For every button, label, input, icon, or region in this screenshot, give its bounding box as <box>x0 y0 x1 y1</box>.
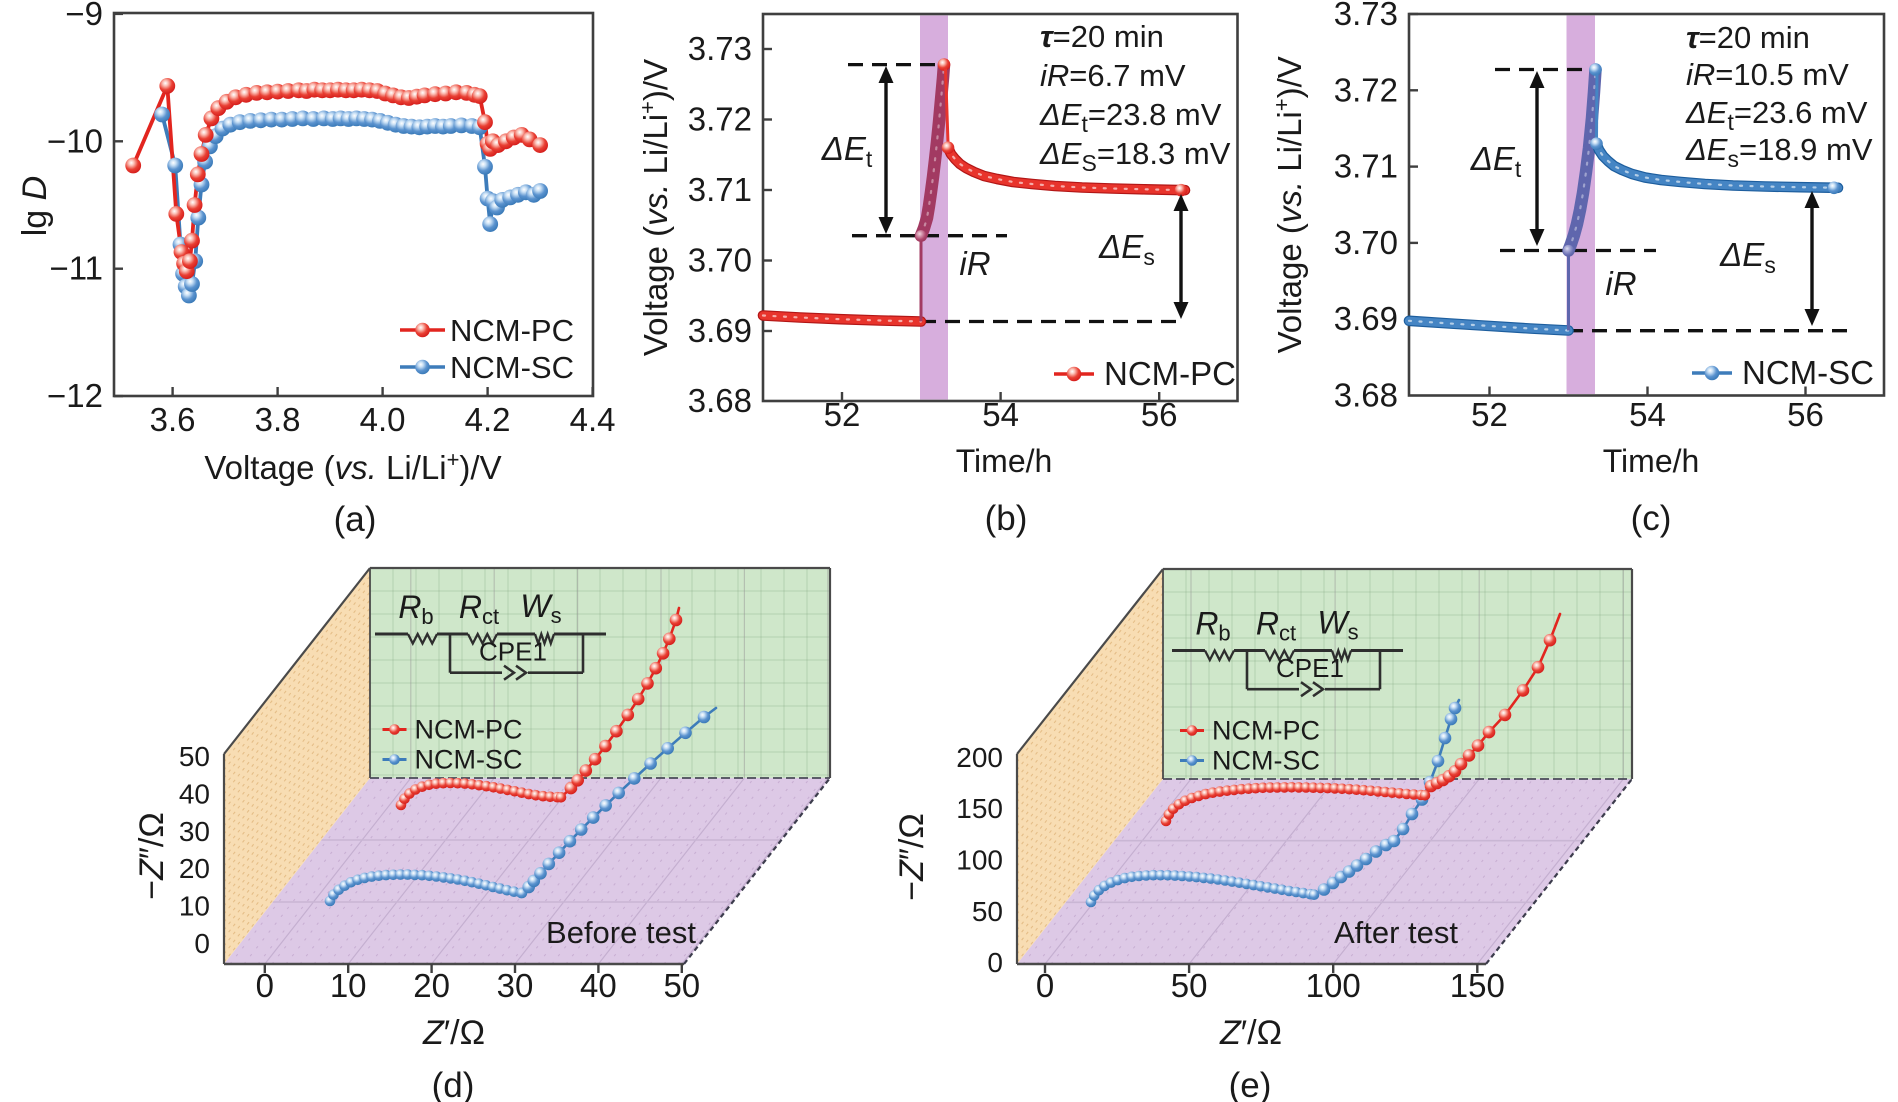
svg-text:10: 10 <box>179 891 210 922</box>
svg-text:τ=20 min: τ=20 min <box>1040 19 1164 54</box>
svg-text:(e): (e) <box>1229 1066 1272 1102</box>
svg-text:Rb: Rb <box>398 589 433 629</box>
svg-text:ΔEt: ΔEt <box>1470 140 1522 182</box>
svg-text:(c): (c) <box>1631 499 1672 538</box>
svg-text:30: 30 <box>497 967 534 1004</box>
svg-text:iR=10.5 mV: iR=10.5 mV <box>1686 57 1849 92</box>
svg-text:40: 40 <box>179 778 210 809</box>
svg-text:3.6: 3.6 <box>150 401 196 438</box>
svg-text:0: 0 <box>256 967 274 1004</box>
svg-text:−Z″/Ω: −Z″/Ω <box>133 812 171 900</box>
svg-text:40: 40 <box>580 967 617 1004</box>
svg-text:0: 0 <box>194 928 210 959</box>
svg-text:(d): (d) <box>432 1066 475 1102</box>
svg-text:NCM-PC: NCM-PC <box>1104 355 1236 392</box>
svg-text:50: 50 <box>972 896 1003 927</box>
svg-text:(a): (a) <box>334 500 377 539</box>
svg-text:150: 150 <box>1450 967 1505 1004</box>
svg-text:3.68: 3.68 <box>1334 377 1398 414</box>
svg-text:3.70: 3.70 <box>1334 224 1398 261</box>
svg-text:ΔEs=18.9 mV: ΔEs=18.9 mV <box>1685 132 1873 172</box>
svg-text:50: 50 <box>663 967 700 1004</box>
svg-text:3.71: 3.71 <box>688 171 752 208</box>
svg-text:iR: iR <box>1605 265 1636 302</box>
svg-text:iR=6.7 mV: iR=6.7 mV <box>1040 58 1186 93</box>
svg-text:Ws: Ws <box>1317 605 1358 645</box>
svg-text:30: 30 <box>179 816 210 847</box>
svg-text:Before test: Before test <box>546 915 696 950</box>
svg-text:NCM-SC: NCM-SC <box>1212 746 1320 776</box>
svg-text:20: 20 <box>413 967 450 1004</box>
svg-text:iR: iR <box>959 245 990 282</box>
svg-text:Rct: Rct <box>1256 606 1296 646</box>
svg-text:4.0: 4.0 <box>360 401 406 438</box>
svg-text:NCM-SC: NCM-SC <box>1742 354 1874 391</box>
svg-text:3.72: 3.72 <box>688 101 752 138</box>
svg-text:NCM-PC: NCM-PC <box>1212 716 1320 746</box>
svg-text:−Z″/Ω: −Z″/Ω <box>893 813 931 901</box>
svg-text:52: 52 <box>1471 396 1508 433</box>
svg-text:200: 200 <box>956 742 1003 773</box>
svg-text:ΔES=18.3 mV: ΔES=18.3 mV <box>1039 136 1231 176</box>
svg-text:56: 56 <box>1141 396 1178 433</box>
svg-text:3.71: 3.71 <box>1334 148 1398 185</box>
svg-text:NCM-PC: NCM-PC <box>415 715 523 745</box>
svg-text:0: 0 <box>1036 967 1054 1004</box>
svg-text:3.70: 3.70 <box>688 242 752 279</box>
svg-text:3.73: 3.73 <box>688 30 752 67</box>
svg-text:Rct: Rct <box>459 589 499 629</box>
svg-text:τ=20 min: τ=20 min <box>1686 20 1810 55</box>
svg-text:Time/h: Time/h <box>956 443 1053 479</box>
svg-text:Z′/Ω: Z′/Ω <box>422 1014 485 1052</box>
svg-text:150: 150 <box>956 793 1003 824</box>
svg-text:NCM-SC: NCM-SC <box>450 350 574 385</box>
svg-text:−12: −12 <box>47 377 103 414</box>
svg-text:Time/h: Time/h <box>1603 443 1700 479</box>
svg-text:CPE1: CPE1 <box>1276 653 1344 683</box>
svg-text:54: 54 <box>1629 396 1666 433</box>
svg-text:50: 50 <box>1171 967 1208 1004</box>
svg-text:ΔEt=23.8 mV: ΔEt=23.8 mV <box>1039 97 1222 137</box>
svg-text:3.73: 3.73 <box>1334 0 1398 32</box>
svg-text:Z′/Ω: Z′/Ω <box>1219 1014 1282 1052</box>
svg-text:ΔEs: ΔEs <box>1719 236 1776 278</box>
svg-text:CPE1: CPE1 <box>479 637 547 667</box>
svg-text:Voltage (vs. Li/Li+)/V: Voltage (vs. Li/Li+)/V <box>635 59 674 356</box>
svg-text:Rb: Rb <box>1195 606 1230 646</box>
svg-text:NCM-PC: NCM-PC <box>450 313 574 348</box>
svg-text:4.2: 4.2 <box>465 401 511 438</box>
svg-text:52: 52 <box>824 396 861 433</box>
svg-text:ΔEt: ΔEt <box>821 130 873 172</box>
svg-text:3.69: 3.69 <box>1334 300 1398 337</box>
svg-text:0: 0 <box>987 947 1003 978</box>
svg-text:3.68: 3.68 <box>688 382 752 419</box>
svg-text:Ws: Ws <box>520 588 561 628</box>
svg-text:10: 10 <box>330 967 367 1004</box>
svg-text:−10: −10 <box>47 122 103 159</box>
svg-text:(b): (b) <box>985 499 1028 538</box>
svg-text:ΔEs: ΔEs <box>1098 228 1155 270</box>
svg-text:20: 20 <box>179 853 210 884</box>
svg-text:50: 50 <box>179 741 210 772</box>
svg-text:lg D: lg D <box>16 176 54 236</box>
svg-text:100: 100 <box>956 845 1003 876</box>
svg-text:After test: After test <box>1334 915 1458 950</box>
svg-text:NCM-SC: NCM-SC <box>415 745 523 775</box>
svg-text:3.72: 3.72 <box>1334 71 1398 108</box>
svg-text:54: 54 <box>982 396 1019 433</box>
svg-text:−11: −11 <box>49 250 103 287</box>
svg-text:56: 56 <box>1787 396 1824 433</box>
svg-text:4.4: 4.4 <box>570 401 616 438</box>
svg-text:100: 100 <box>1306 967 1361 1004</box>
svg-text:3.69: 3.69 <box>688 312 752 349</box>
svg-text:3.8: 3.8 <box>255 401 301 438</box>
svg-text:ΔEt=23.6 mV: ΔEt=23.6 mV <box>1685 95 1868 135</box>
svg-text:−9: −9 <box>65 0 103 32</box>
